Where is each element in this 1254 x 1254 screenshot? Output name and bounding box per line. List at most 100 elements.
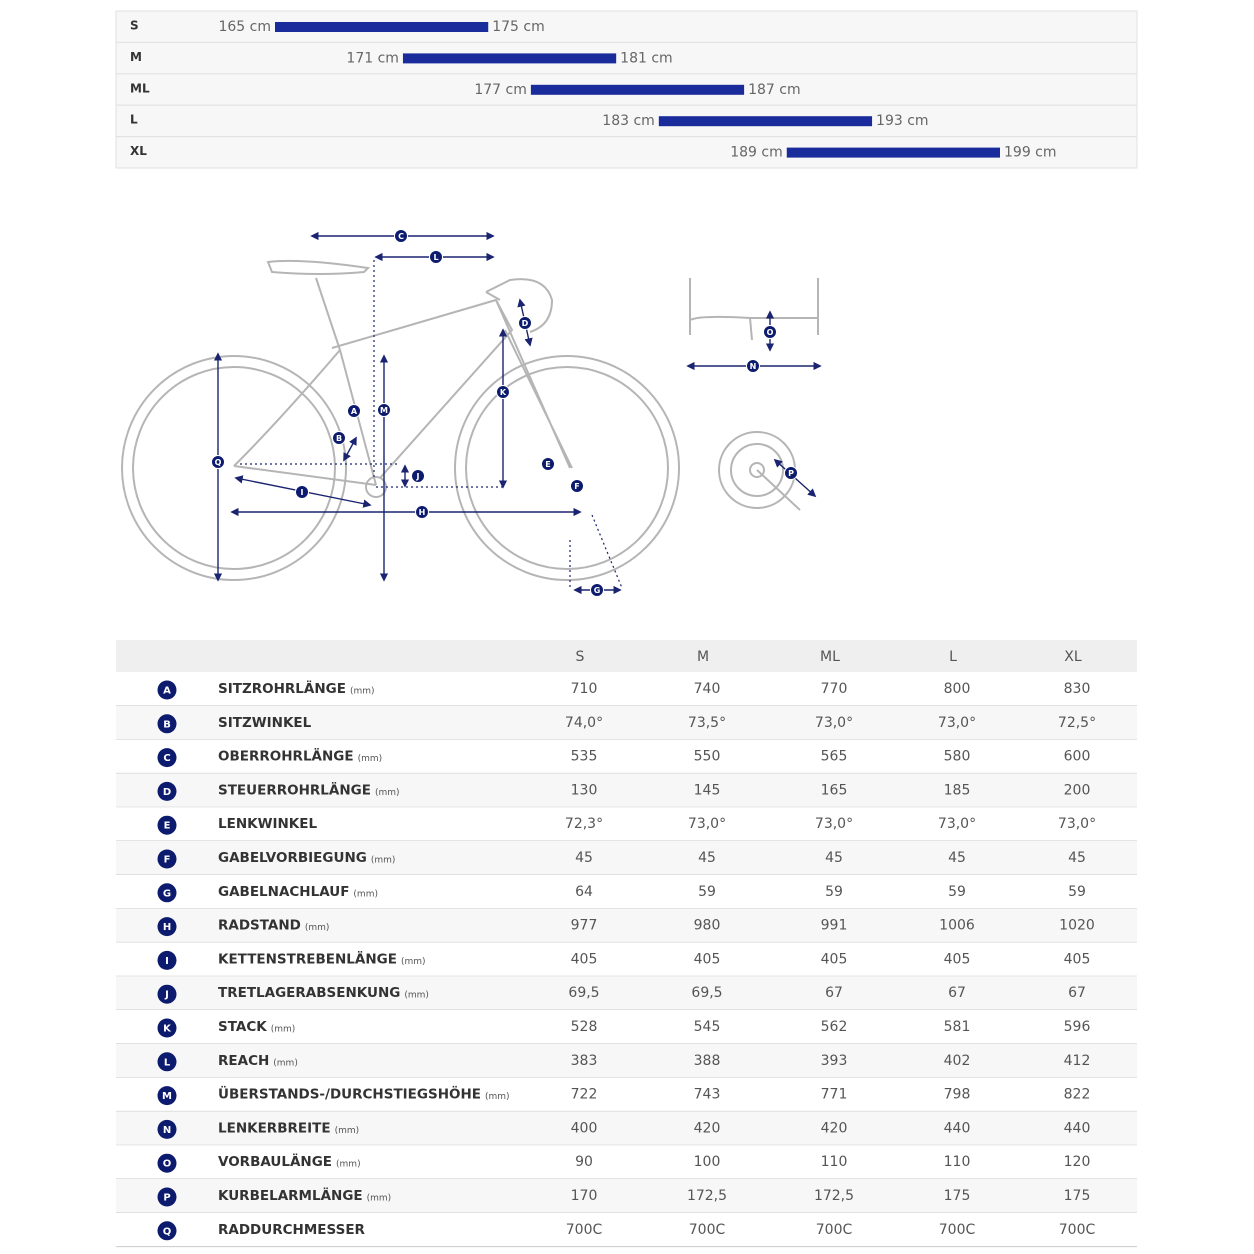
cell-value: 405 bbox=[1064, 951, 1091, 967]
row-unit: (mm) bbox=[336, 1160, 361, 1170]
row-letter: K bbox=[163, 1024, 172, 1035]
size-label: M bbox=[130, 50, 142, 64]
cell-value: 59 bbox=[698, 884, 716, 900]
cell-value: 600 bbox=[1064, 749, 1091, 765]
cell-value: 59 bbox=[1068, 884, 1086, 900]
cell-value: 1006 bbox=[939, 918, 975, 934]
diagram-marker bbox=[415, 505, 429, 519]
row-unit: (mm) bbox=[271, 1025, 296, 1035]
cell-value: 405 bbox=[571, 951, 598, 967]
row-marker bbox=[157, 1086, 177, 1106]
cell-value: 405 bbox=[821, 951, 848, 967]
row-name: KURBELARMLÄNGE bbox=[218, 1187, 363, 1204]
table-row bbox=[116, 841, 1137, 875]
cell-value: 45 bbox=[825, 850, 843, 866]
row-letter: B bbox=[163, 719, 171, 730]
cell-value: 405 bbox=[944, 951, 971, 967]
row-letter: A bbox=[163, 686, 171, 697]
diagram-marker bbox=[590, 583, 604, 597]
row-marker bbox=[157, 849, 177, 869]
cell-value: 170 bbox=[571, 1188, 598, 1204]
column-header: M bbox=[697, 649, 709, 665]
cell-value: 700C bbox=[689, 1222, 726, 1238]
cell-value: 172,5 bbox=[687, 1188, 727, 1204]
cell-value: 991 bbox=[821, 918, 848, 934]
size-label: ML bbox=[130, 81, 150, 95]
cell-value: 830 bbox=[1064, 681, 1091, 697]
cell-value: 980 bbox=[694, 918, 721, 934]
row-marker bbox=[157, 680, 177, 700]
size-range-bar bbox=[530, 84, 745, 95]
cell-value: 73,0° bbox=[938, 816, 976, 832]
cell-value: 64 bbox=[575, 884, 593, 900]
row-name: SITZWINKEL bbox=[218, 715, 312, 731]
cell-value: 175 bbox=[944, 1188, 971, 1204]
row-marker bbox=[157, 714, 177, 734]
cell-value: 67 bbox=[1068, 985, 1086, 1001]
cell-value: 700C bbox=[1059, 1222, 1096, 1238]
cell-value: 1020 bbox=[1059, 918, 1095, 934]
cell-value: 110 bbox=[821, 1154, 848, 1170]
row-name: ÜBERSTANDS-/DURCHSTIEGSHÖHE bbox=[218, 1085, 481, 1103]
range-to-label: 199 cm bbox=[1004, 145, 1057, 161]
diagram-marker bbox=[746, 359, 760, 373]
row-name: SITZROHRLÄNGE bbox=[218, 680, 346, 697]
row-unit: (mm) bbox=[353, 889, 378, 899]
diagram-letter: E bbox=[545, 460, 550, 469]
cell-value: 700C bbox=[939, 1222, 976, 1238]
size-range-bar bbox=[275, 22, 489, 32]
range-to-label: 175 cm bbox=[492, 19, 545, 35]
row-marker bbox=[157, 815, 177, 835]
table-row bbox=[116, 1145, 1137, 1179]
row-name: LENKWINKEL bbox=[218, 816, 317, 832]
size-range-bar bbox=[658, 116, 873, 127]
cell-value: 722 bbox=[571, 1087, 598, 1103]
row-letter: Q bbox=[163, 1226, 172, 1237]
diagram-letter: C bbox=[398, 232, 404, 241]
row-marker bbox=[157, 781, 177, 801]
diagram-letter: O bbox=[767, 328, 774, 337]
row-unit: (mm) bbox=[335, 1126, 360, 1136]
range-to-label: 187 cm bbox=[748, 82, 801, 98]
cell-value: 545 bbox=[694, 1019, 721, 1035]
diagram-letter: A bbox=[351, 407, 358, 416]
row-unit: (mm) bbox=[485, 1092, 510, 1102]
cell-value: 581 bbox=[944, 1019, 971, 1035]
cell-value: 412 bbox=[1064, 1053, 1091, 1069]
cell-value: 580 bbox=[944, 749, 971, 765]
cell-value: 172,5 bbox=[814, 1188, 854, 1204]
diagram-marker bbox=[377, 403, 391, 417]
column-header: XL bbox=[1064, 649, 1082, 665]
range-from-label: 177 cm bbox=[474, 82, 527, 98]
row-marker bbox=[157, 1119, 177, 1139]
cell-value: 743 bbox=[694, 1087, 721, 1103]
range-from-label: 189 cm bbox=[730, 145, 783, 161]
row-letter: F bbox=[164, 855, 171, 866]
diagram-marker bbox=[541, 457, 555, 471]
range-from-label: 165 cm bbox=[218, 19, 271, 35]
diagram-marker bbox=[295, 485, 309, 499]
diagram-marker bbox=[763, 325, 777, 339]
table-row bbox=[116, 773, 1137, 808]
diagram-letter: I bbox=[301, 488, 304, 497]
cell-value: 110 bbox=[944, 1154, 971, 1170]
size-label: L bbox=[130, 113, 138, 127]
cell-value: 440 bbox=[944, 1120, 971, 1136]
cell-value: 175 bbox=[1064, 1188, 1091, 1204]
table-row bbox=[116, 807, 1137, 841]
diagram-marker bbox=[411, 469, 425, 483]
table-row bbox=[116, 1010, 1137, 1044]
cell-value: 402 bbox=[944, 1053, 971, 1069]
row-letter: H bbox=[163, 922, 171, 933]
cell-value: 562 bbox=[821, 1019, 848, 1035]
cell-value: 72,5° bbox=[1058, 715, 1096, 731]
cell-value: 120 bbox=[1064, 1154, 1091, 1170]
table-row bbox=[116, 942, 1137, 977]
size-label: XL bbox=[130, 144, 147, 158]
row-name: RADSTAND bbox=[218, 918, 301, 934]
cell-value: 73,0° bbox=[815, 715, 853, 731]
row-name: LENKERBREITE bbox=[218, 1120, 331, 1136]
diagram-letter: D bbox=[522, 319, 529, 328]
diagram-marker bbox=[429, 250, 443, 264]
cell-value: 90 bbox=[575, 1154, 593, 1170]
